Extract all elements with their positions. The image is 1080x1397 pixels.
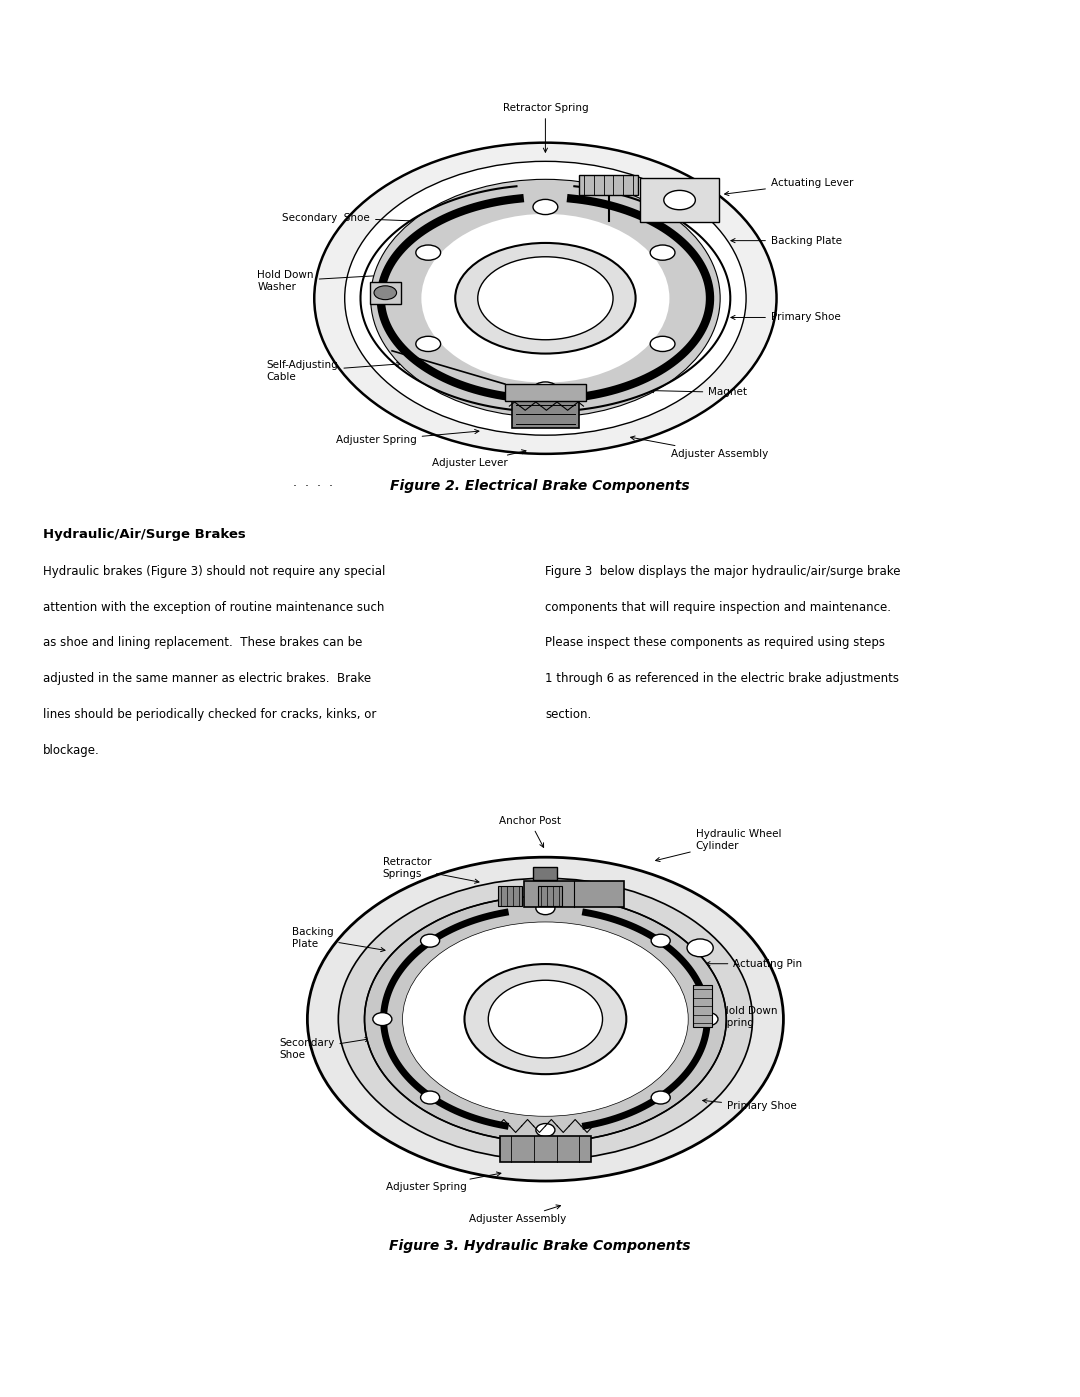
Circle shape xyxy=(534,381,557,397)
Text: attention with the exception of routine maintenance such: attention with the exception of routine … xyxy=(43,601,384,613)
Text: DCA-60SSAI  —TRAILER SAFETY GUIDELINES: DCA-60SSAI —TRAILER SAFETY GUIDELINES xyxy=(308,28,859,47)
Circle shape xyxy=(534,200,557,215)
Circle shape xyxy=(420,935,440,947)
Bar xyxy=(369,282,401,303)
Bar xyxy=(538,886,562,905)
Text: as shoe and lining replacement.  These brakes can be: as shoe and lining replacement. These br… xyxy=(43,637,363,650)
Circle shape xyxy=(650,337,675,352)
Bar xyxy=(524,882,624,908)
Bar xyxy=(498,886,522,905)
Circle shape xyxy=(416,337,441,352)
Circle shape xyxy=(373,1013,392,1025)
Bar xyxy=(579,175,638,194)
Circle shape xyxy=(338,879,753,1160)
Circle shape xyxy=(416,244,441,260)
Text: Figure 2. Electrical Brake Components: Figure 2. Electrical Brake Components xyxy=(390,479,690,493)
Circle shape xyxy=(536,1123,555,1137)
Circle shape xyxy=(664,190,696,210)
Text: Adjuster Spring: Adjuster Spring xyxy=(386,1172,501,1193)
Text: section.: section. xyxy=(545,708,591,721)
Circle shape xyxy=(364,895,727,1143)
Text: Backing Plate: Backing Plate xyxy=(731,236,842,246)
Text: Secondary
Shoe: Secondary Shoe xyxy=(279,1038,369,1060)
Bar xyxy=(534,868,557,880)
Circle shape xyxy=(488,981,603,1058)
Ellipse shape xyxy=(421,214,670,383)
Text: Secondary  Shoe: Secondary Shoe xyxy=(282,212,422,224)
Bar xyxy=(640,177,719,222)
Text: Primary Shoe: Primary Shoe xyxy=(703,1099,797,1112)
Text: Figure 3  below displays the major hydraulic/air/surge brake: Figure 3 below displays the major hydrau… xyxy=(545,564,901,578)
Text: Primary Shoe: Primary Shoe xyxy=(731,313,840,323)
Bar xyxy=(504,384,586,401)
Text: adjusted in the same manner as electric brakes.  Brake: adjusted in the same manner as electric … xyxy=(43,672,372,685)
Circle shape xyxy=(308,858,783,1180)
Text: ·  ·  ·  ·: · · · · xyxy=(293,479,334,493)
Text: Magnet: Magnet xyxy=(649,387,747,397)
Circle shape xyxy=(420,1091,440,1104)
Circle shape xyxy=(651,1091,671,1104)
Circle shape xyxy=(477,257,613,339)
Text: 1 through 6 as referenced in the electric brake adjustments: 1 through 6 as referenced in the electri… xyxy=(545,672,899,685)
Circle shape xyxy=(374,286,396,299)
Circle shape xyxy=(455,243,636,353)
Text: blockage.: blockage. xyxy=(43,743,100,757)
Text: Anchor Post: Anchor Post xyxy=(499,816,561,848)
Text: Backing
Plate: Backing Plate xyxy=(292,928,384,951)
Text: Retractor Spring: Retractor Spring xyxy=(502,103,589,152)
Text: components that will require inspection and maintenance.: components that will require inspection … xyxy=(545,601,891,613)
Text: Hydraulic/Air/Surge Brakes: Hydraulic/Air/Surge Brakes xyxy=(43,528,246,541)
Ellipse shape xyxy=(345,161,746,436)
Text: Adjuster Spring: Adjuster Spring xyxy=(336,429,478,446)
Circle shape xyxy=(464,964,626,1074)
Text: Hydraulic brakes (Figure 3) should not require any special: Hydraulic brakes (Figure 3) should not r… xyxy=(43,564,386,578)
Text: Adjuster Lever: Adjuster Lever xyxy=(432,450,526,468)
Text: Figure 3. Hydraulic Brake Components: Figure 3. Hydraulic Brake Components xyxy=(389,1239,691,1253)
Circle shape xyxy=(651,935,671,947)
Bar xyxy=(693,985,712,1027)
Text: Hold Down
Washer: Hold Down Washer xyxy=(257,270,382,292)
Text: Self-Adjusting
Cable: Self-Adjusting Cable xyxy=(267,360,401,381)
Text: Actuating Pin: Actuating Pin xyxy=(706,958,802,968)
Text: Retractor
Springs: Retractor Springs xyxy=(382,856,478,883)
Text: lines should be periodically checked for cracks, kinks, or: lines should be periodically checked for… xyxy=(43,708,377,721)
Text: Adjuster Assembly: Adjuster Assembly xyxy=(631,436,768,458)
Text: Hydraulic Wheel
Cylinder: Hydraulic Wheel Cylinder xyxy=(656,830,781,862)
Circle shape xyxy=(536,901,555,915)
Ellipse shape xyxy=(370,179,720,418)
Circle shape xyxy=(650,244,675,260)
Circle shape xyxy=(699,1013,718,1025)
Text: Actuating Lever: Actuating Lever xyxy=(725,177,853,196)
Bar xyxy=(512,401,579,429)
Text: Hold Down
Spring: Hold Down Spring xyxy=(697,1006,778,1028)
Text: Please inspect these components as required using steps: Please inspect these components as requi… xyxy=(545,637,885,650)
Ellipse shape xyxy=(314,142,777,454)
Circle shape xyxy=(403,922,688,1116)
Bar xyxy=(500,1136,591,1161)
Circle shape xyxy=(687,939,713,957)
Text: Adjuster Assembly: Adjuster Assembly xyxy=(469,1204,566,1224)
Text: DCA-60SSAI – PARTS AND OPERATION  MANUAL– FINAL COPY  (09/15/01) – PAGE 15: DCA-60SSAI – PARTS AND OPERATION MANUAL–… xyxy=(232,1363,848,1377)
